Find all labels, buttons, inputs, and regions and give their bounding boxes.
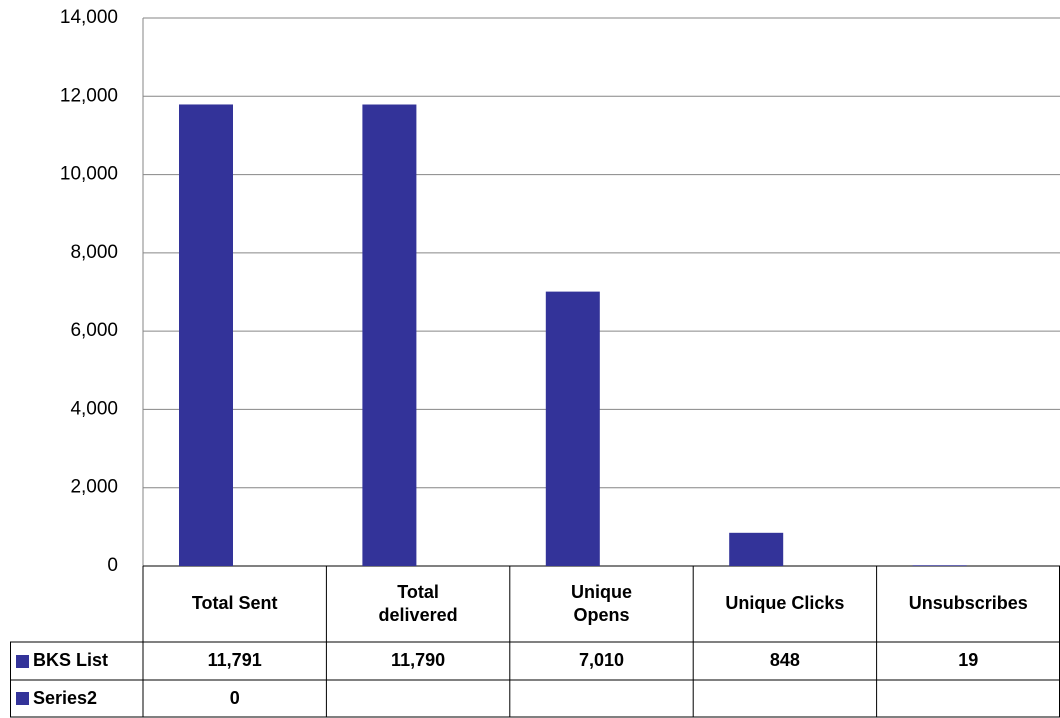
y-tick-label: 8,000: [70, 242, 118, 263]
legend-entry: Series2: [10, 680, 143, 717]
data-table-value: 11,791: [207, 650, 262, 671]
legend-key: [16, 654, 29, 668]
category-header: Total Sent: [143, 566, 326, 642]
data-table-value: 7,010: [578, 650, 625, 671]
bar: [912, 565, 967, 566]
data-table-value: 848: [769, 650, 800, 671]
y-tick-label: 12,000: [60, 85, 118, 106]
y-tick-label: 10,000: [60, 164, 118, 185]
data-table-value: 0: [229, 687, 240, 708]
category-header: Total delivered: [326, 566, 509, 642]
bar: [545, 291, 600, 566]
category-label: Unique Opens: [570, 581, 632, 625]
bar: [179, 104, 233, 567]
data-table-value: 11,790: [391, 650, 446, 671]
bar: [729, 532, 784, 566]
y-tick-label: 14,000: [60, 7, 118, 28]
data-table-value: 19: [958, 650, 979, 671]
category-header: Unique Clicks: [693, 566, 876, 642]
y-tick-label: 2,000: [70, 477, 118, 498]
category-label: Unsubscribes: [908, 593, 1028, 614]
legend-entry: BKS List: [10, 642, 143, 680]
category-label: Total Sent: [191, 593, 278, 614]
category-label: Unique Clicks: [725, 593, 845, 614]
y-tick-label: 0: [107, 555, 118, 576]
category-header: Unique Opens: [510, 566, 693, 642]
category-label: Total delivered: [378, 581, 458, 625]
bar: [362, 104, 417, 567]
legend-key: [16, 692, 29, 705]
legend-label: BKS List: [33, 650, 109, 671]
y-tick-label: 6,000: [70, 320, 118, 341]
category-header: Unsubscribes: [877, 566, 1060, 642]
y-tick-label: 4,000: [70, 398, 118, 419]
legend-label: Series2: [33, 687, 98, 708]
